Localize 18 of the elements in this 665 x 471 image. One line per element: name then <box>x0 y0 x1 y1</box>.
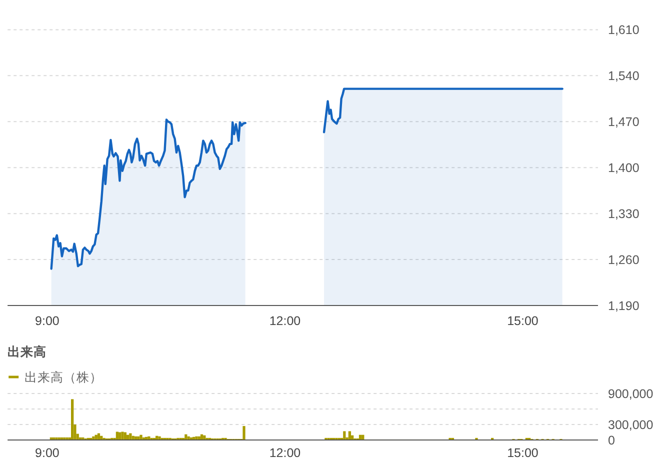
y-tick-label: 0 <box>608 434 615 448</box>
x-tick-label: 12:00 <box>269 314 301 328</box>
y-tick-label: 1,540 <box>608 69 640 84</box>
y-tick-label: 1,610 <box>608 23 640 38</box>
y-tick-label: 1,260 <box>608 253 640 268</box>
y-tick-label: 900,000 <box>608 387 654 401</box>
y-tick-label: 1,400 <box>608 161 640 176</box>
x-tick-label: 9:00 <box>35 446 60 460</box>
legend-label: 出来高（株） <box>24 370 103 384</box>
y-tick-label: 1,470 <box>608 115 640 130</box>
x-tick-label: 15:00 <box>507 314 538 328</box>
chart-title: 出来高 <box>8 344 47 359</box>
y-tick-label: 1,330 <box>608 207 640 222</box>
y-tick-label: 1,190 <box>608 299 640 313</box>
x-tick-label: 15:00 <box>507 446 538 460</box>
x-tick-label: 12:00 <box>269 446 301 460</box>
y-tick-label: 300,000 <box>608 418 654 432</box>
x-tick-label: 9:00 <box>35 314 60 328</box>
